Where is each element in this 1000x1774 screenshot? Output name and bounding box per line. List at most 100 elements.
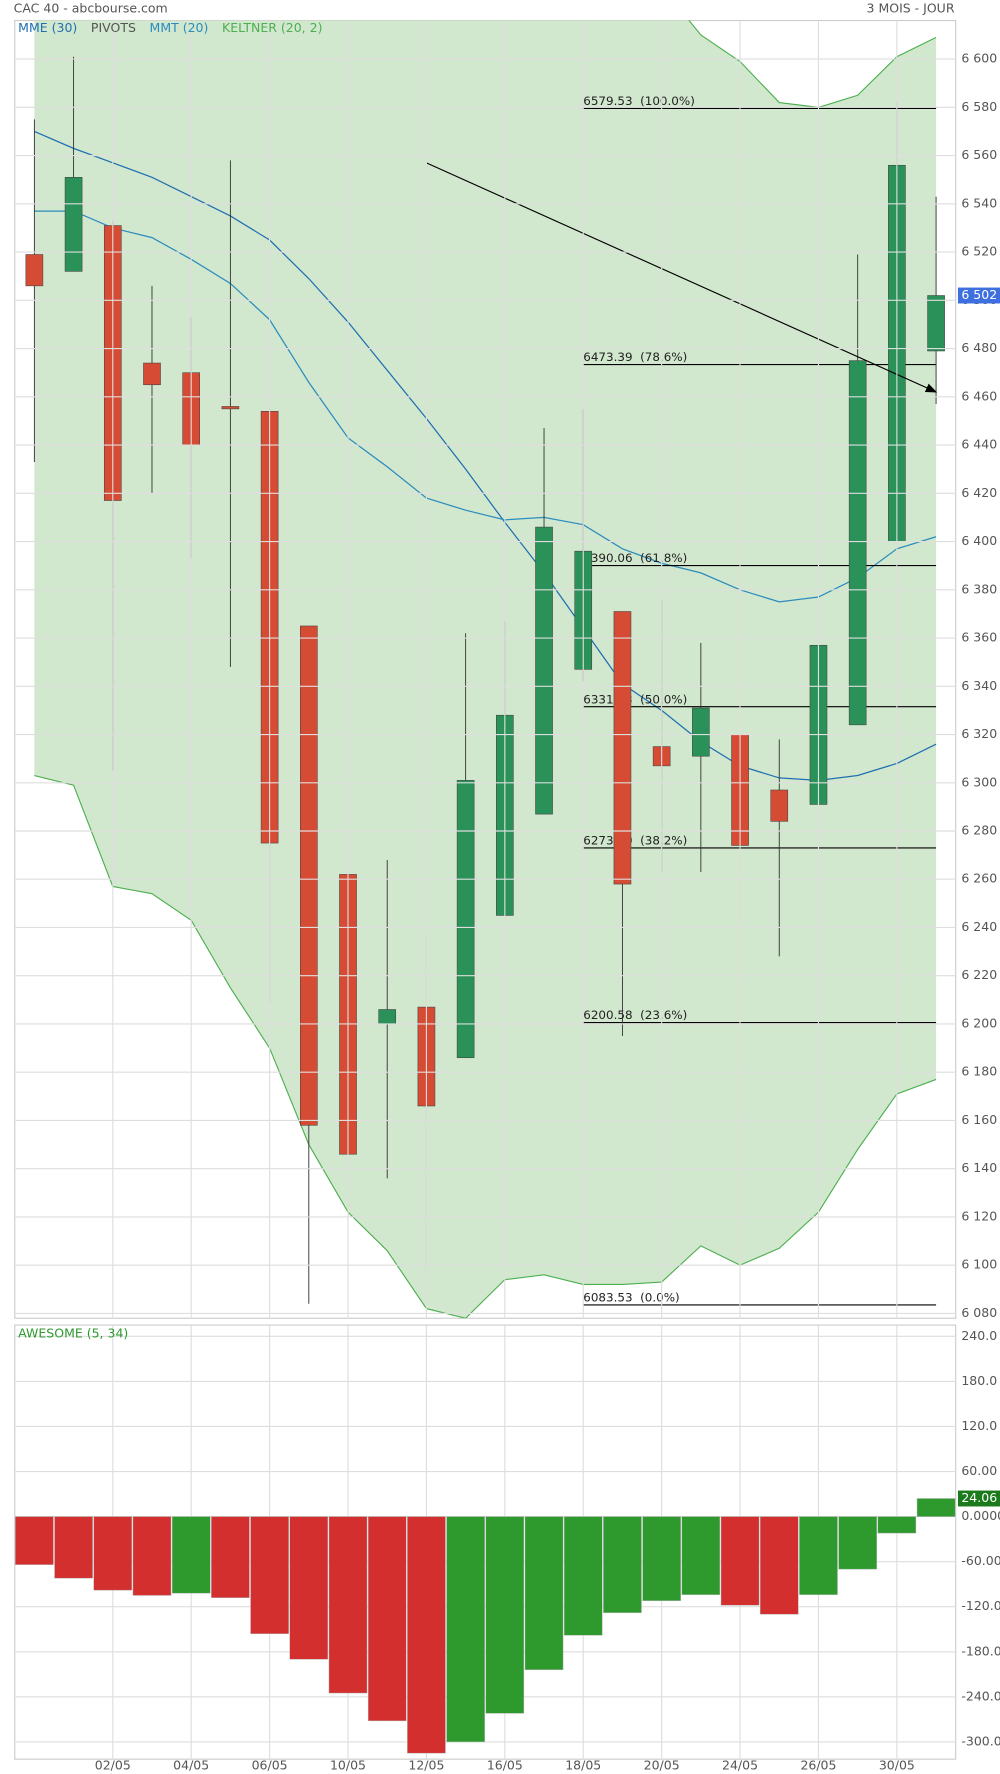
oscillator-bar <box>799 1516 838 1595</box>
y-tick-label: 6 260 <box>961 871 997 886</box>
y-tick-label: 6 440 <box>961 437 997 452</box>
candle-body <box>456 780 475 1059</box>
candle-body <box>770 789 789 822</box>
oscillator-bar <box>407 1516 446 1754</box>
oscillator-frame <box>14 1324 957 1760</box>
y-tick-label: 6 480 <box>961 340 997 355</box>
keltner-upper <box>688 20 937 108</box>
oscillator-bar <box>250 1516 289 1634</box>
trend-line <box>426 162 938 393</box>
candle-body <box>848 360 867 726</box>
y-tick-label: 6 520 <box>961 244 997 259</box>
candle-body <box>64 177 83 272</box>
y-tick-label: 6 580 <box>961 99 997 114</box>
oscillator-bar <box>681 1516 721 1595</box>
moving-average <box>34 130 937 781</box>
y-tick-label: 6 080 <box>961 1305 997 1320</box>
y-tick-label: 6 600 <box>961 51 997 66</box>
y-tick-label: 6 140 <box>961 1160 997 1175</box>
y-tick-label: 6 180 <box>961 1064 997 1079</box>
keltner-band <box>34 20 937 1319</box>
candle-body <box>25 254 44 287</box>
y-tick-label: 6 160 <box>961 1112 997 1127</box>
oscillator-bar <box>446 1516 485 1743</box>
y-tick-label: 6 320 <box>961 726 997 741</box>
legend-entry: MME (30) <box>18 20 77 35</box>
last-price-label: 6 502 <box>961 287 997 302</box>
fib-label: 6579.53 (100.0%) <box>583 94 695 108</box>
oscillator-bar <box>367 1516 407 1722</box>
candle-body <box>927 295 945 352</box>
oscillator-bar <box>328 1516 368 1694</box>
oscillator-bar <box>720 1516 760 1606</box>
y-tick-label: 180.0 <box>961 1373 997 1388</box>
oscillator-bar <box>642 1516 681 1601</box>
candle-body <box>692 707 710 757</box>
oscillator-bar <box>211 1516 250 1598</box>
oscillator-bar <box>563 1516 603 1636</box>
x-tick-label: 24/05 <box>722 1757 758 1772</box>
y-tick-label: 6 200 <box>961 1015 997 1030</box>
y-tick-label: 6 560 <box>961 147 997 162</box>
y-tick-label: -60.00 <box>961 1553 1000 1568</box>
candle-body <box>143 362 161 386</box>
fib-label: 6331.53 (50.0%) <box>583 692 687 706</box>
oscillator-bar <box>93 1516 133 1591</box>
y-tick-label: 6 360 <box>961 630 997 645</box>
chart-title: CAC 40 - abcbourse.com <box>14 1 168 16</box>
fib-label: 6390.06 (61.8%) <box>583 551 687 565</box>
oscillator-bar <box>524 1516 564 1671</box>
y-tick-label: 6 380 <box>961 581 997 596</box>
oscillator-bar <box>15 1516 54 1565</box>
y-tick-label: 240.0 <box>961 1328 997 1343</box>
x-tick-label: 30/05 <box>879 1757 915 1772</box>
x-tick-label: 02/05 <box>95 1757 131 1772</box>
x-tick-label: 26/05 <box>800 1757 836 1772</box>
oscillator-bar <box>603 1516 642 1613</box>
y-tick-label: -240.0 <box>961 1688 1000 1703</box>
keltner-lower <box>34 774 937 1319</box>
candle-body <box>300 625 318 1126</box>
y-tick-label: 6 460 <box>961 388 997 403</box>
x-tick-label: 18/05 <box>565 1757 601 1772</box>
legend-entry: MMT (20) <box>150 20 209 35</box>
y-tick-label: 120.0 <box>961 1418 997 1433</box>
candle-body <box>221 406 240 410</box>
oscillator-bar <box>916 1498 956 1517</box>
y-tick-label: 6 100 <box>961 1257 997 1272</box>
y-tick-label: 6 300 <box>961 774 997 789</box>
legend-entry: KELTNER (20, 2) <box>222 20 322 35</box>
oscillator-bar <box>54 1516 93 1579</box>
y-tick-label: 6 120 <box>961 1208 997 1223</box>
candle-body <box>613 611 632 885</box>
candle-body <box>378 1009 397 1025</box>
fib-label: 6273.00 (38.2%) <box>583 834 687 848</box>
oscillator-bar <box>289 1516 329 1660</box>
chart-subtitle: 3 MOIS - JOUR <box>867 1 955 16</box>
oscillator-bar <box>132 1516 172 1596</box>
oscillator-bar <box>171 1516 211 1594</box>
x-tick-label: 16/05 <box>487 1757 523 1772</box>
y-tick-label: 6 280 <box>961 822 997 837</box>
x-tick-label: 10/05 <box>330 1757 366 1772</box>
fib-label: 6083.53 (0.0%) <box>583 1291 679 1305</box>
y-tick-label: 6 420 <box>961 485 997 500</box>
moving-average <box>34 210 937 603</box>
fib-label: 6473.39 (78.6%) <box>583 350 687 364</box>
oscillator-bar <box>485 1516 525 1714</box>
last-price-tag <box>957 287 1000 304</box>
last-value-label: 24.06 <box>961 1490 997 1505</box>
y-tick-label: 6 240 <box>961 919 997 934</box>
oscillator-bar <box>838 1516 877 1570</box>
y-tick-label: 6 340 <box>961 678 997 693</box>
oscillator-bar <box>760 1516 799 1615</box>
x-tick-label: 12/05 <box>408 1757 444 1772</box>
y-tick-label: 6 220 <box>961 967 997 982</box>
x-tick-label: 04/05 <box>173 1757 209 1772</box>
y-tick-label: 6 400 <box>961 533 997 548</box>
x-tick-label: 20/05 <box>644 1757 680 1772</box>
x-tick-label: 06/05 <box>252 1757 288 1772</box>
candle-body <box>535 526 553 815</box>
y-tick-label: 0.0000 <box>961 1508 1000 1523</box>
